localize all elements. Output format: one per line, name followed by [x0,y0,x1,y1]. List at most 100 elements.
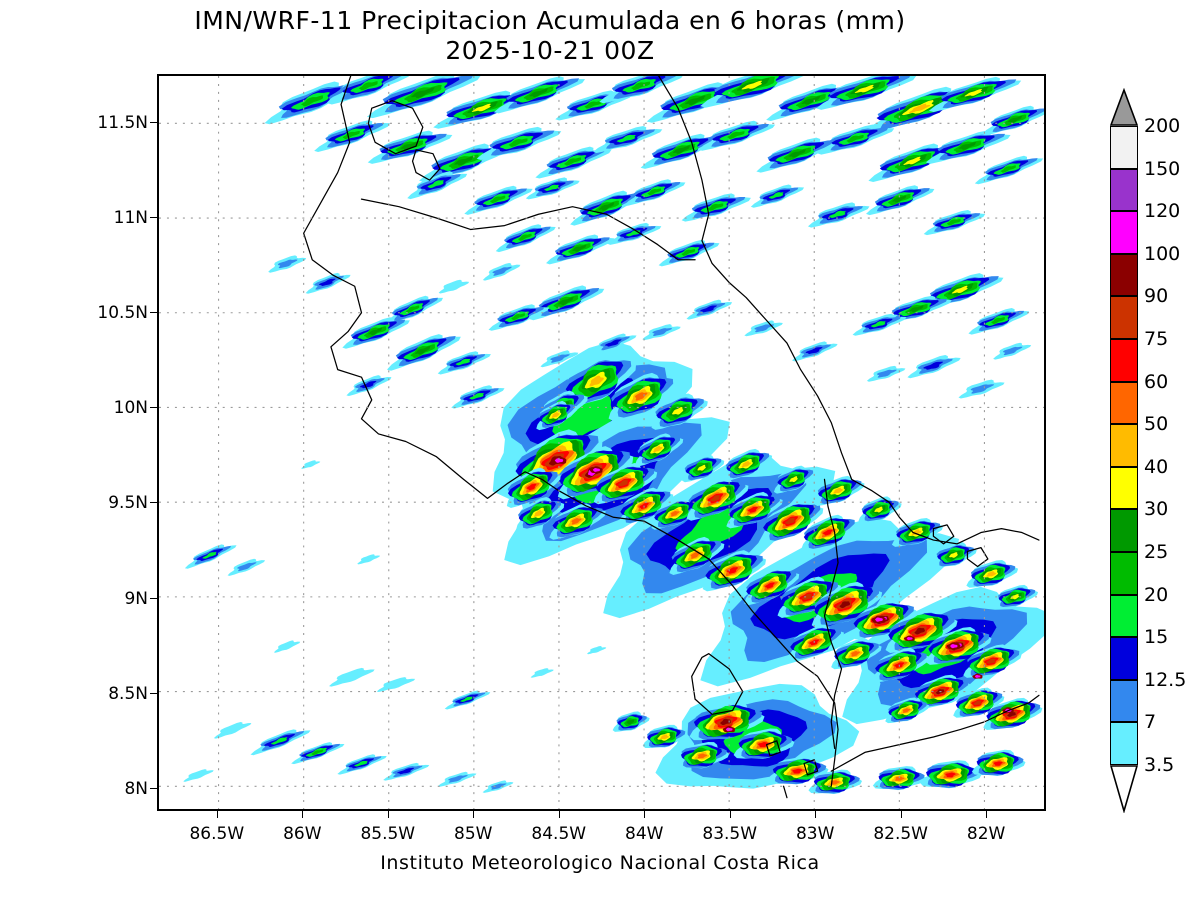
colorbar-tick-label: 60 [1144,370,1169,393]
precip-contour [747,506,758,513]
island-pacific-1 [765,740,781,757]
colorbar-tick-label: 150 [1144,157,1181,180]
precip-contour [511,313,525,321]
precip-contour [909,305,924,313]
precip-contour [460,696,473,702]
precip-contour [359,81,378,91]
colorbar-swatch[interactable] [1110,722,1138,765]
precip-contour [758,741,769,748]
precip-contour [529,88,549,98]
precip-contour [903,156,921,166]
x-axis-tick [815,811,817,818]
precip-contour [1010,594,1020,600]
precip-contour [685,95,706,106]
precip-contour [626,719,635,725]
precip-contour [471,103,491,112]
precip-contour [892,195,907,203]
colorbar-under-arrow [1110,765,1138,813]
precip-contour [964,88,982,97]
precip-contour [970,384,995,394]
precip-contour [492,266,512,276]
precip-contour [301,95,324,107]
colorbar-tick-label: 200 [1144,115,1181,137]
precip-contour [618,480,628,487]
map-plot-area[interactable] [157,74,1046,811]
x-axis-tick [644,811,646,818]
colorbar-swatch[interactable] [1110,637,1138,680]
colorbar-swatch[interactable] [1110,381,1138,425]
precip-contour [552,394,614,441]
precip-contour [342,130,360,139]
precip-contour [359,380,377,389]
x-axis-label: 83W [795,824,835,844]
precip-contour [1007,711,1016,717]
precip-contour [974,674,981,678]
precip-contour [454,156,474,166]
colorbar-swatch[interactable] [1110,424,1138,467]
precip-contour [490,783,507,790]
colorbar-over-arrow [1110,88,1138,126]
precip-contour [329,667,375,687]
precip-contour [490,195,506,204]
colorbar-swatch[interactable] [1110,466,1138,510]
precip-contour [908,103,931,114]
colorbar-swatch[interactable] [1110,339,1138,382]
colorbar-swatch[interactable] [1110,552,1138,595]
precip-contour [870,321,886,328]
island-bocas-1 [932,524,955,545]
colorbar-swatch[interactable] [1110,679,1138,723]
precip-contour [652,328,672,336]
precip-contour [551,412,560,418]
chart-title-block: IMN/WRF-11 Precipitacion Acumulada en 6 … [0,6,1100,66]
precip-contour [768,192,784,199]
precip-contour [707,203,724,211]
precip-contour [846,134,864,143]
precipitation-field [183,76,1044,794]
colorbar[interactable]: 150 120 100 90 75 60 50 40 30 25 20 15 12.5 7 3.5 200 [1110,88,1200,813]
precip-contour [727,131,745,139]
coastline-pacific [303,76,839,787]
colorbar-swatch[interactable] [1110,253,1138,297]
precip-contour [949,552,958,558]
y-axis-tick [150,407,157,409]
border-nicaragua-costa-rica [360,198,696,261]
precip-contour [572,244,587,252]
precip-contour [584,100,602,109]
y-axis-tick [150,692,157,694]
y-axis-tick [150,597,157,599]
chart-title-line-1: IMN/WRF-11 Precipitacion Acumulada en 6 … [194,6,906,35]
colorbar-tick-label: 40 [1144,455,1169,478]
colorbar-swatch[interactable] [1110,168,1138,212]
precip-contour [1008,115,1023,123]
precip-contour [526,483,537,491]
precip-contour [741,461,751,468]
precip-contour [354,760,368,767]
y-axis-label: 8.5N [108,683,148,704]
precip-contour [906,637,913,641]
map-canvas [159,76,1044,809]
colorbar-swatch[interactable] [1110,126,1138,169]
precip-contour [785,517,795,525]
colorbar-tick-label: 12.5 [1144,668,1187,691]
colorbar-tick-label: 20 [1144,583,1169,606]
precip-contour [405,305,420,313]
precip-contour [839,601,851,609]
precip-contour [986,571,997,577]
precip-contour [741,80,763,90]
precip-contour [455,358,471,366]
x-axis-label: 84W [625,824,664,844]
precip-contour [237,562,257,572]
colorbar-swatch[interactable] [1110,211,1138,254]
precip-contour [765,582,775,589]
precip-contour [530,668,554,678]
colorbar-tick-label: 15 [1144,626,1169,649]
precip-contour [318,278,336,287]
precip-contour [1002,346,1023,356]
colorbar-swatch[interactable] [1110,296,1138,339]
x-axis-label: 83.5W [702,824,758,844]
colorbar-swatch[interactable] [1110,594,1138,638]
island-bocas-2 [966,547,989,568]
colorbar-tick-label: 30 [1144,498,1169,521]
colorbar-swatch[interactable] [1110,509,1138,552]
